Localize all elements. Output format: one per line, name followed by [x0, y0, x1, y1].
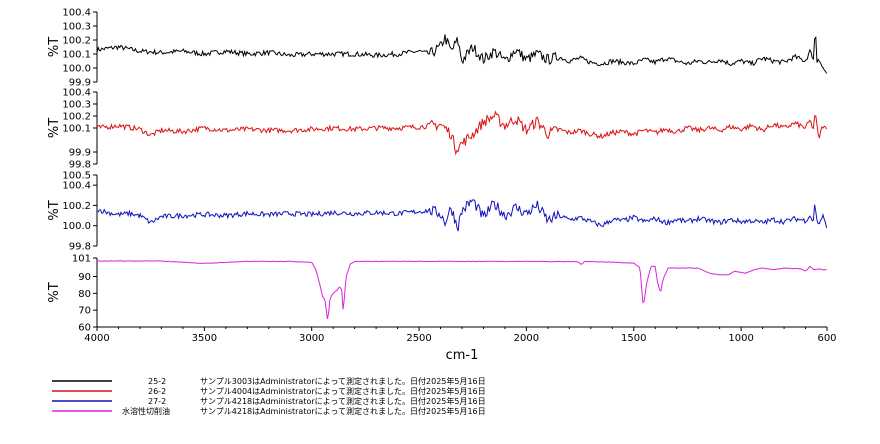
panel-2-y-tick-label: 99.9 [69, 148, 91, 159]
panel-4-y-axis-label: %T [47, 282, 62, 302]
x-tick-label: 3000 [299, 333, 324, 344]
x-tick-label: 600 [817, 333, 836, 344]
panel-2-y-axis-label: %T [47, 118, 62, 138]
series-line-26-2 [96, 110, 828, 156]
panel-2-y-tick-label: 100.2 [62, 112, 91, 123]
panel-1-y-tick-label: 100.0 [62, 64, 91, 75]
legend-text-1: サンプル3003はAdministratorによって測定されました。日付2025… [200, 376, 486, 386]
panel-1-y-tick-label: 99.9 [69, 78, 91, 89]
panel-1-y-tick-label: 100.4 [62, 8, 91, 19]
x-tick-label: 3500 [192, 333, 217, 344]
x-tick-label: 1500 [621, 333, 646, 344]
panel-4-y-tick-label: 60 [78, 323, 91, 334]
panel-2-y-tick-label: 100.1 [62, 124, 91, 135]
panel-2-y-tick-label: 100.3 [62, 100, 91, 111]
panel-4-y-tick-label: 90 [78, 272, 91, 283]
panel-1-y-axis-label: %T [47, 37, 62, 57]
legend-name-2: 26-2 [148, 387, 166, 396]
legend-text-2: サンプル4004はAdministratorによって測定されました。日付2025… [200, 386, 486, 396]
panel-3-y-tick-label: 99.8 [69, 242, 91, 253]
panel-4-y-tick-label: 70 [78, 306, 91, 317]
legend-name-4: 水溶性切削油 [122, 406, 170, 416]
panel-1-y-tick-label: 100.1 [62, 50, 91, 61]
series-line-25-2 [96, 34, 828, 74]
x-tick-label: 2000 [514, 333, 539, 344]
panel-4-y-tick-label: 101 [72, 254, 91, 265]
legend-name-3: 27-2 [148, 397, 166, 406]
panel-1-y-tick-label: 100.2 [62, 36, 91, 47]
series-line-水溶性切削油 [96, 260, 827, 320]
series-line-27-2 [96, 199, 828, 232]
panel-2-y-tick-label: 99.8 [69, 160, 91, 171]
x-tick-label: 4000 [84, 333, 109, 344]
panel-4-y-tick-label: 80 [78, 289, 91, 300]
panel-3-y-tick-label: 100.2 [62, 201, 91, 212]
panel-2-y-tick-label: 100.4 [62, 88, 91, 99]
panel-3-y-tick-label: 100.4 [62, 181, 91, 192]
legend-text-4: サンプル4218はAdministratorによって測定されました。日付2025… [200, 406, 486, 416]
panel-3-y-axis-label: %T [47, 200, 62, 220]
x-tick-label: 2500 [406, 333, 431, 344]
legend-name-1: 25-2 [148, 377, 166, 386]
x-axis-label: cm-1 [446, 348, 479, 363]
panel-3-y-tick-label: 100.5 [62, 171, 91, 182]
x-tick-label: 1000 [728, 333, 753, 344]
panel-1-y-tick-label: 100.3 [62, 22, 91, 33]
panel-3-y-tick-label: 100.0 [62, 221, 91, 232]
legend-text-3: サンプル4218はAdministratorによって測定されました。日付2025… [200, 396, 486, 406]
